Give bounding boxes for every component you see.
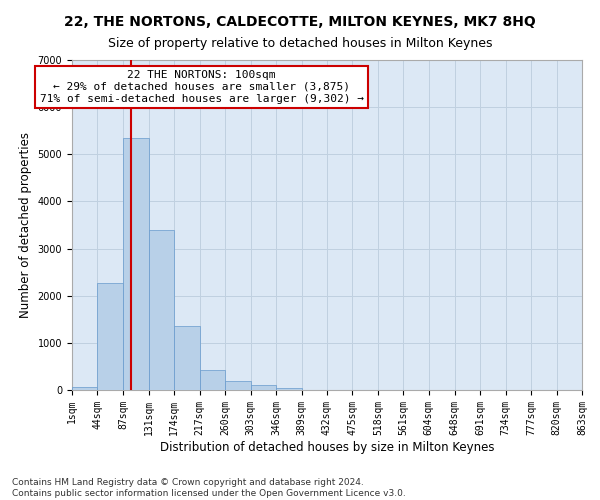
Bar (251, 386, 276, 390)
Text: 22 THE NORTONS: 100sqm
← 29% of detached houses are smaller (3,875)
71% of semi-: 22 THE NORTONS: 100sqm ← 29% of detached… (40, 70, 364, 104)
Text: Size of property relative to detached houses in Milton Keynes: Size of property relative to detached ho… (108, 38, 492, 51)
Text: Contains HM Land Registry data © Crown copyright and database right 2024.
Contai: Contains HM Land Registry data © Crown c… (12, 478, 406, 498)
X-axis label: Distribution of detached houses by size in Milton Keynes: Distribution of detached houses by size … (160, 440, 494, 454)
Bar (149, 230, 175, 390)
Bar (225, 380, 251, 390)
Bar (200, 370, 225, 390)
Bar (276, 388, 302, 390)
Text: 22, THE NORTONS, CALDECOTTE, MILTON KEYNES, MK7 8HQ: 22, THE NORTONS, CALDECOTTE, MILTON KEYN… (64, 15, 536, 29)
Bar (123, 138, 149, 390)
Bar (72, 387, 97, 390)
Bar (175, 326, 200, 390)
Bar (97, 282, 123, 390)
Y-axis label: Number of detached properties: Number of detached properties (19, 132, 32, 318)
